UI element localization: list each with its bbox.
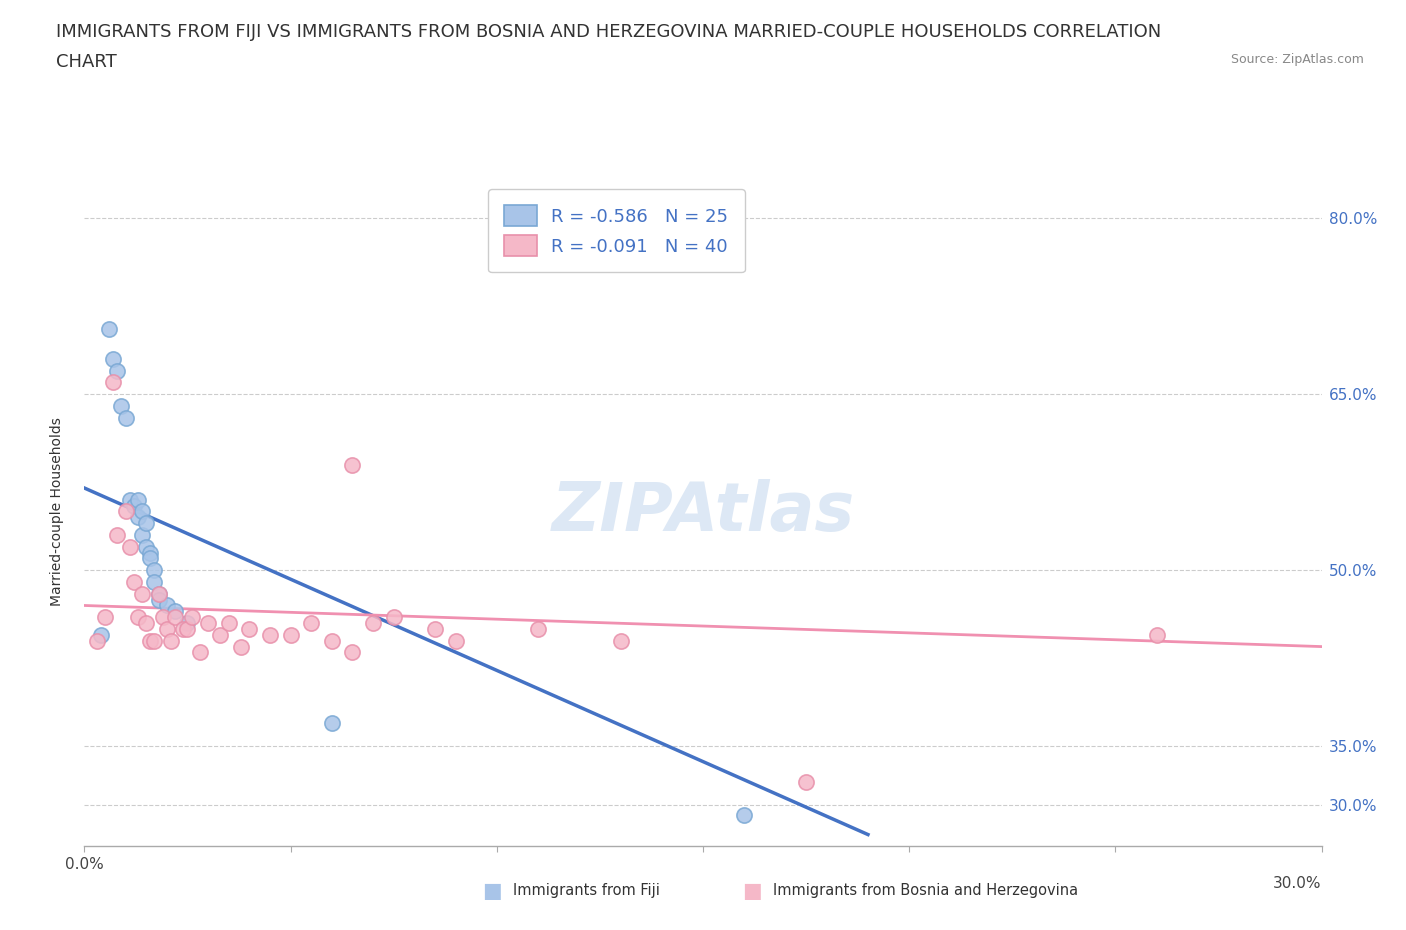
Text: ■: ■ — [482, 881, 502, 901]
Point — [139, 633, 162, 648]
Point — [280, 628, 302, 643]
Point — [197, 616, 219, 631]
Point — [160, 633, 183, 648]
Point — [1146, 628, 1168, 643]
Point — [165, 604, 187, 618]
Point — [98, 322, 121, 337]
Point — [423, 621, 446, 636]
Point — [172, 621, 194, 636]
Point — [118, 492, 141, 507]
Point — [259, 628, 281, 643]
Point — [143, 633, 166, 648]
Point — [209, 628, 232, 643]
Point — [103, 352, 125, 366]
Point — [733, 807, 755, 822]
Point — [94, 610, 117, 625]
Text: Immigrants from Bosnia and Herzegovina: Immigrants from Bosnia and Herzegovina — [773, 884, 1078, 898]
Point — [165, 610, 187, 625]
Point — [527, 621, 550, 636]
Point — [114, 410, 136, 425]
Point — [299, 616, 322, 631]
Text: IMMIGRANTS FROM FIJI VS IMMIGRANTS FROM BOSNIA AND HERZEGOVINA MARRIED-COUPLE HO: IMMIGRANTS FROM FIJI VS IMMIGRANTS FROM … — [56, 23, 1161, 41]
Point — [321, 715, 343, 730]
Point — [86, 633, 108, 648]
Text: ZIPAtlas: ZIPAtlas — [551, 479, 855, 544]
Point — [229, 639, 252, 654]
Point — [127, 510, 149, 525]
Text: CHART: CHART — [56, 53, 117, 71]
Point — [103, 375, 125, 390]
Point — [444, 633, 467, 648]
Point — [180, 610, 202, 625]
Point — [131, 527, 153, 542]
Point — [156, 621, 179, 636]
Point — [188, 645, 211, 660]
Point — [139, 545, 162, 560]
Point — [609, 633, 631, 648]
Point — [122, 498, 145, 513]
Point — [135, 539, 157, 554]
Point — [90, 628, 112, 643]
Point — [131, 586, 153, 601]
Point — [176, 616, 198, 631]
Text: Immigrants from Fiji: Immigrants from Fiji — [513, 884, 659, 898]
Point — [114, 504, 136, 519]
Text: Source: ZipAtlas.com: Source: ZipAtlas.com — [1230, 53, 1364, 66]
Point — [148, 592, 170, 607]
Point — [143, 563, 166, 578]
Point — [127, 492, 149, 507]
Point — [135, 616, 157, 631]
Point — [105, 363, 128, 378]
Point — [139, 551, 162, 566]
Point — [135, 516, 157, 531]
Legend: R = -0.586   N = 25, R = -0.091   N = 40: R = -0.586 N = 25, R = -0.091 N = 40 — [488, 189, 745, 272]
Point — [156, 598, 179, 613]
Point — [361, 616, 384, 631]
Point — [110, 398, 132, 413]
Point — [131, 504, 153, 519]
Point — [105, 527, 128, 542]
Point — [127, 610, 149, 625]
Point — [321, 633, 343, 648]
Point — [794, 775, 817, 790]
Point — [148, 586, 170, 601]
Point — [342, 457, 364, 472]
Point — [238, 621, 260, 636]
Text: 30.0%: 30.0% — [1274, 876, 1322, 891]
Point — [342, 645, 364, 660]
Text: ■: ■ — [742, 881, 762, 901]
Point — [152, 610, 174, 625]
Point — [143, 575, 166, 590]
Point — [122, 575, 145, 590]
Y-axis label: Married-couple Households: Married-couple Households — [49, 417, 63, 606]
Point — [176, 621, 198, 636]
Point — [148, 586, 170, 601]
Point — [382, 610, 405, 625]
Point — [118, 539, 141, 554]
Point — [218, 616, 240, 631]
